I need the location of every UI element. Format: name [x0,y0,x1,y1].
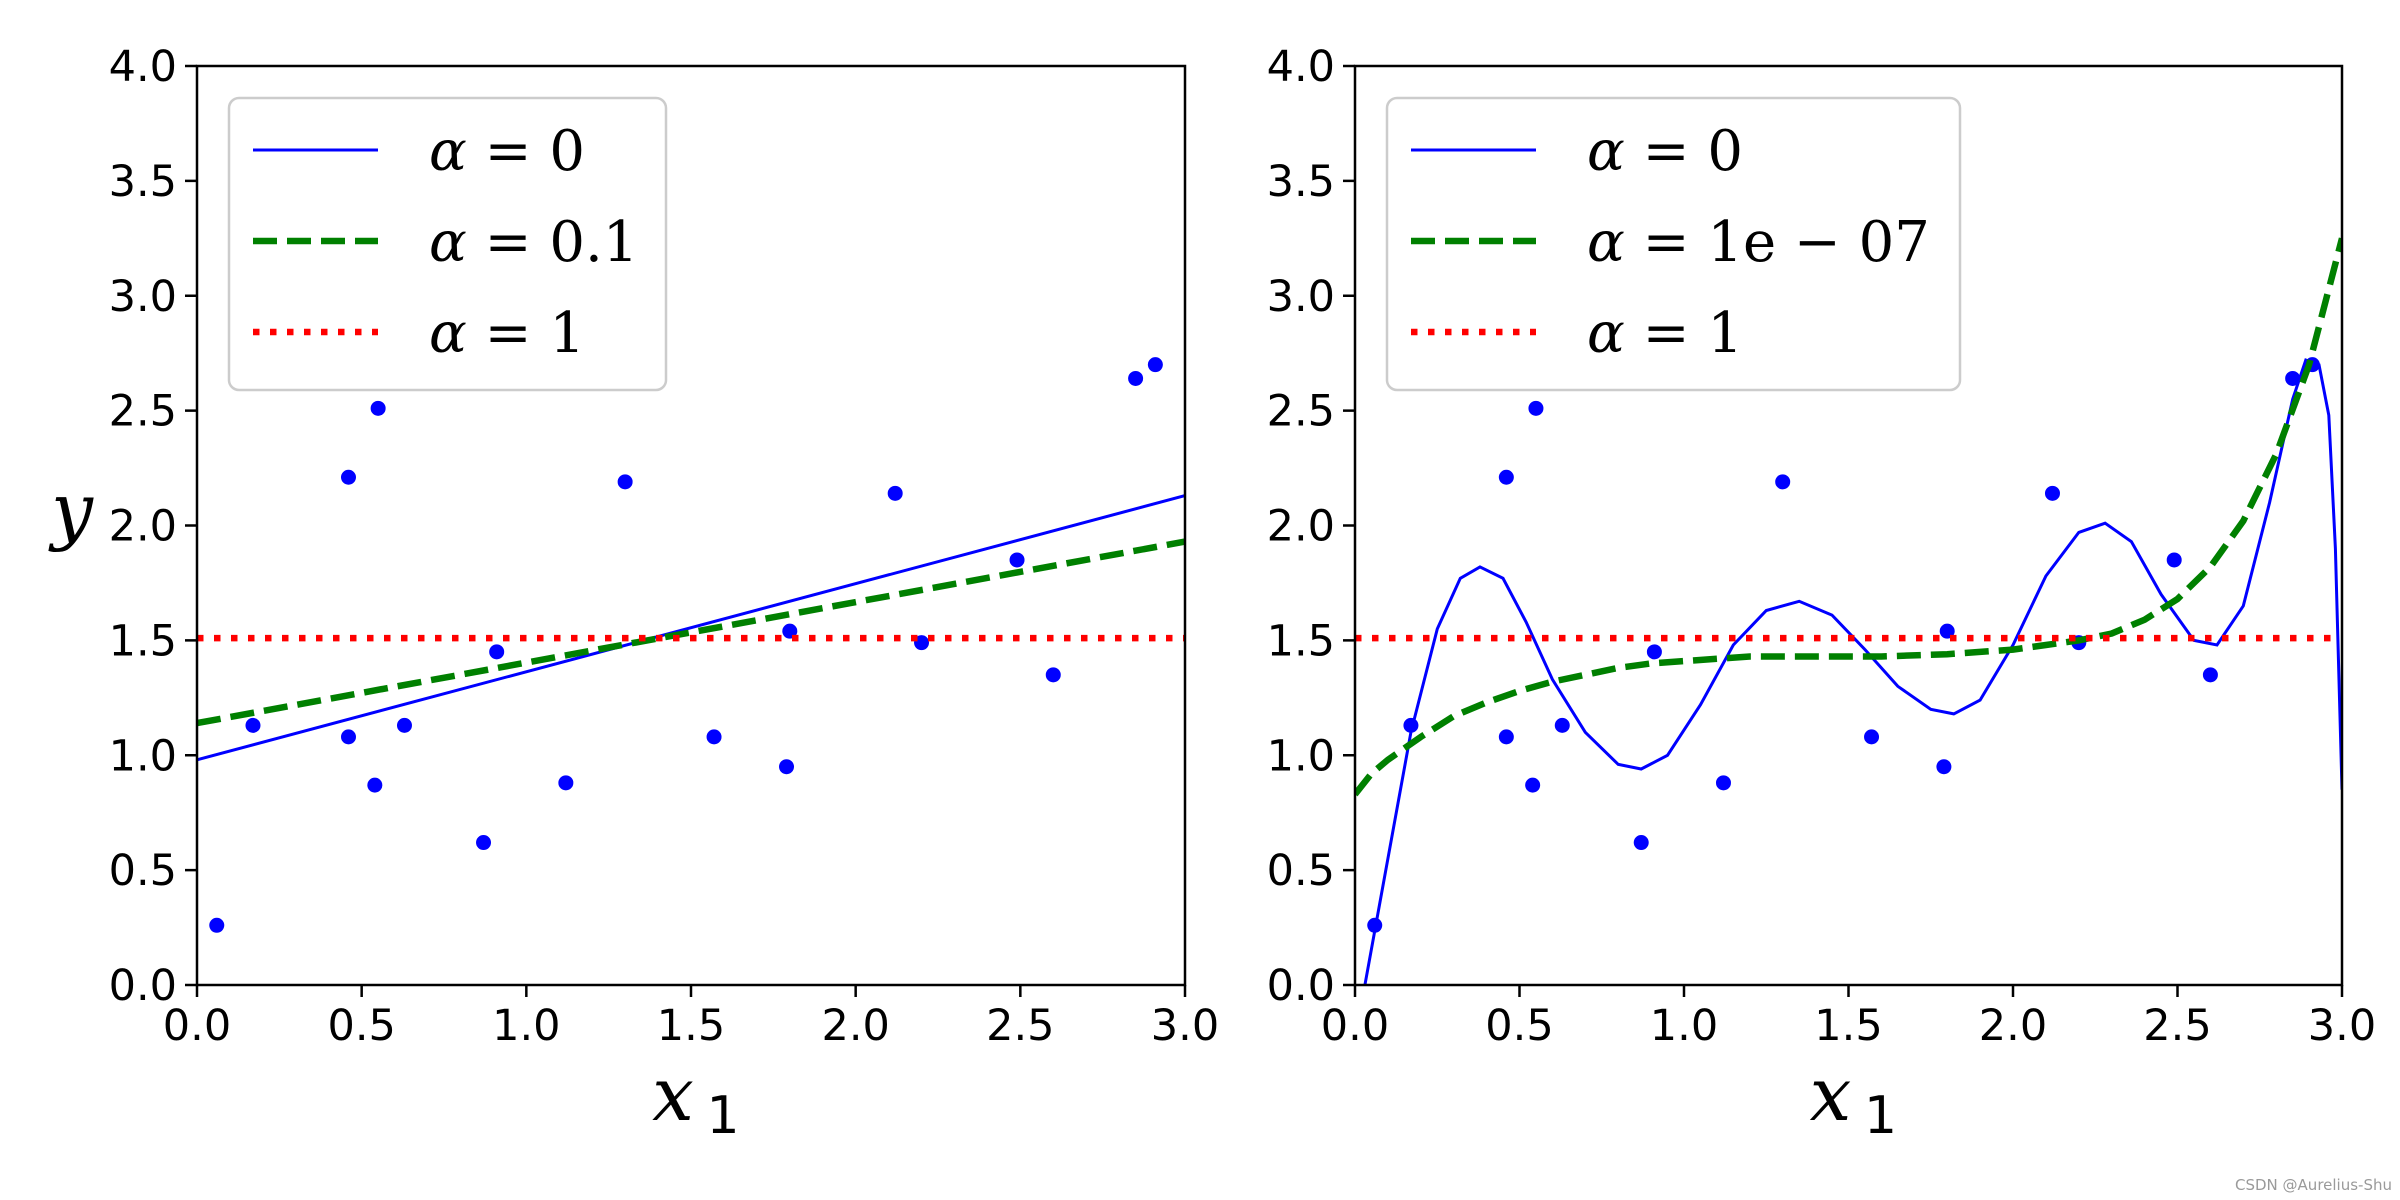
data-point [887,485,903,501]
x-tick-label: 1.5 [657,1001,725,1051]
y-tick-label: 0.0 [109,961,177,1011]
watermark: CSDN @Aurelius-Shu [2235,1176,2392,1194]
y-tick-label: 1.0 [109,731,177,781]
data-point [1045,667,1061,683]
y-tick-label: 3.5 [1267,157,1335,207]
legend-label: α = 1 [429,301,585,366]
data-point [1009,552,1025,568]
chart-panel-2: 0.0 0.5 1.0 1.5 2.0 2.5 3.0 0.0 0.5 1.0 1.5 2.0 2.5 3… [1267,42,2377,1146]
x-tick-label: 0.5 [327,1001,395,1051]
x-tick-label: 2.5 [986,1001,1054,1051]
data-point [706,729,722,745]
y-tick-label: 2.5 [1267,387,1335,437]
y-tick-label: 4.0 [1267,42,1335,92]
x-tick-label: 2.0 [821,1001,889,1051]
plot-area [1355,237,2342,985]
data-point [1646,644,1662,660]
legend-box [1385,96,1962,392]
y-tick-label: 2.5 [109,387,177,437]
data-point [779,759,795,775]
x-tick-label: 0.5 [1485,1001,1553,1051]
data-point [396,717,412,733]
chart-panel-1: 0.0 0.5 1.0 1.5 2.0 2.5 3.0 0.0 0.5 1.0 1.5 2.0 2.5 3… [48,42,1219,1146]
data-point [1525,777,1541,793]
data-point [1864,729,1880,745]
x-tick-label: 1.5 [1814,1001,1882,1051]
y-tick-label: 4.0 [109,42,177,92]
x-axis-label-subscript: 1 [706,1086,739,1146]
data-point [1498,469,1514,485]
legend-box [227,96,668,392]
legend-label: α = 0.1 [429,210,638,275]
data-point [340,469,356,485]
y-tick-label: 3.0 [109,272,177,322]
y-tick-label: 3.5 [109,157,177,207]
x-axis-label: x [652,1052,694,1138]
y-axis-label: y [48,468,94,554]
y-tick-label: 1.5 [109,616,177,666]
x-axis-label: x [1810,1052,1852,1138]
data-point [1633,835,1649,851]
x-tick-label: 0.0 [163,1001,231,1051]
y-tick-label: 0.5 [1267,846,1335,896]
data-point [617,474,633,490]
x-tick-label: 2.5 [2143,1001,2211,1051]
data-point [1775,474,1791,490]
legend: α = 0 α = 1e − 07 α = 1 [1385,96,1962,392]
data-point [209,917,225,933]
data-point [2166,552,2182,568]
x-tick-label: 1.0 [492,1001,560,1051]
x-tick-label: 2.0 [1979,1001,2047,1051]
x-tick-label: 0.0 [1321,1001,1389,1051]
data-point [1554,717,1570,733]
data-point [1128,370,1144,386]
y-tick-label: 2.0 [109,502,177,552]
series-line-2 [197,538,1185,727]
x-axis-label-subscript: 1 [1864,1086,1897,1146]
data-point [489,644,505,660]
x-tick-label: 3.0 [2308,1001,2376,1051]
y-tick-label: 3.0 [1267,272,1335,322]
y-tick-label: 1.0 [1267,731,1335,781]
data-point [2202,667,2218,683]
legend-label: α = 0 [429,119,585,184]
legend-label: α = 1e − 07 [1587,210,1930,275]
y-tick-label: 0.0 [1267,961,1335,1011]
data-point [340,729,356,745]
data-point [476,835,492,851]
data-point [1715,775,1731,791]
data-point [1528,400,1544,416]
legend-label: α = 0 [1587,119,1743,184]
data-point [914,635,930,651]
data-point [1147,357,1163,373]
y-tick-label: 0.5 [109,846,177,896]
data-point [2285,370,2301,386]
data-point [558,775,574,791]
legend-label: α = 1 [1587,301,1743,366]
data-point [1498,729,1514,745]
x-tick-label: 1.0 [1650,1001,1718,1051]
data-point [1936,759,1952,775]
series-line-1 [1363,358,2342,985]
series-line-2 [1355,237,2342,797]
legend: α = 0 α = 0.1 α = 1 [227,96,668,392]
y-tick-label: 1.5 [1267,616,1335,666]
data-point [2044,485,2060,501]
x-tick-label: 3.0 [1151,1001,1219,1051]
y-tick-label: 2.0 [1267,502,1335,552]
data-point [370,400,386,416]
data-point [367,777,383,793]
data-point [245,717,261,733]
plot-area [197,357,1185,933]
series-line-1 [197,494,1185,762]
